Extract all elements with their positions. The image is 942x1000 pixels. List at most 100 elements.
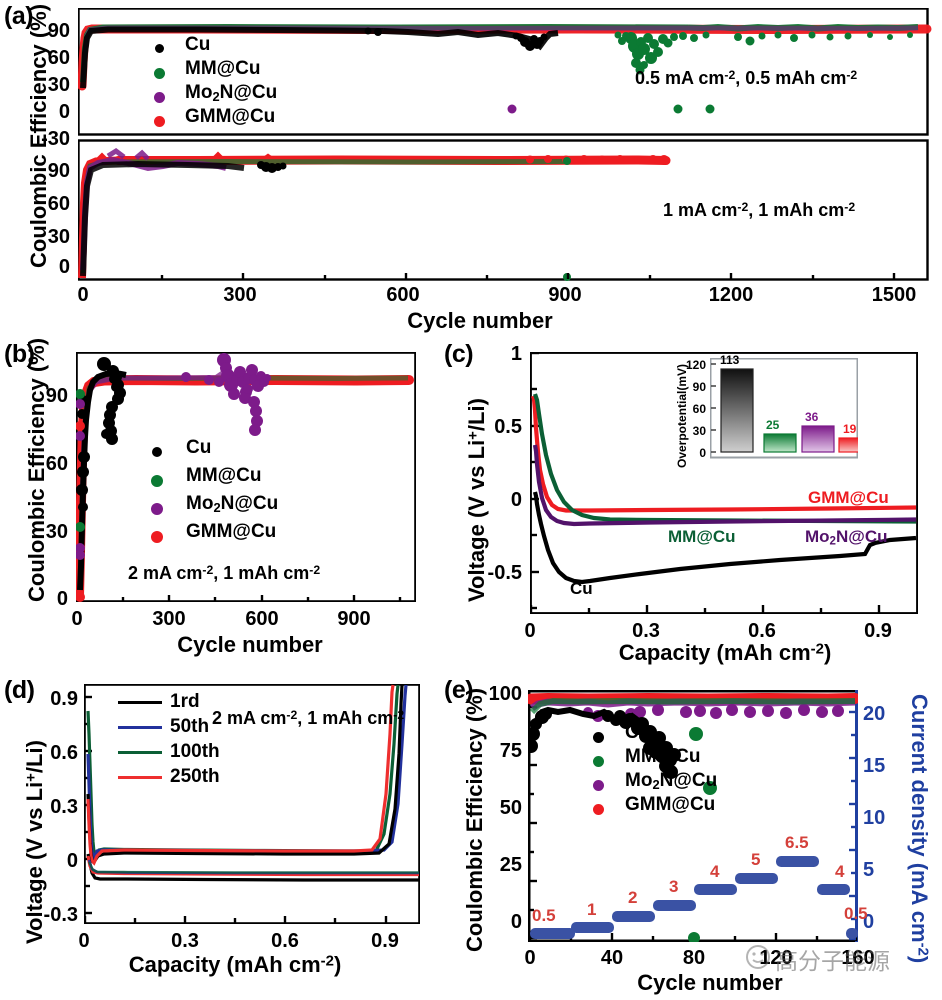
panel-c-curve-label-cu: Cu [570, 579, 593, 598]
panel-d-ytick--0.3: -0.3 [43, 904, 78, 926]
legend-line-1rd [118, 701, 162, 704]
panel-c-xtick-0.6: 0.6 [748, 620, 776, 642]
legend-dot-cu-b [152, 447, 162, 457]
inset-ytick-60: 60 [692, 402, 706, 416]
panel-b-xtick-600: 600 [245, 608, 279, 630]
panel-e-ytick-right-0: 0 [863, 911, 875, 933]
panel-e-ytick-right-15: 15 [863, 755, 886, 777]
panel-e-ytick-100: 100 [488, 683, 522, 705]
panel-a-top-ytick-90: 90 [47, 20, 70, 42]
panel-e-xtick-80: 80 [682, 947, 706, 969]
inset-ytick-90: 90 [692, 380, 706, 394]
legend-line-250th [118, 776, 162, 779]
panel-e-step-label-5: 5 [751, 850, 761, 869]
panel-a-bot-ytick-30: 30 [47, 226, 70, 248]
panel-d-label: (d) [4, 676, 35, 704]
panel-a-xtick-600: 600 [386, 284, 420, 306]
inset-ytick-30: 30 [692, 424, 706, 438]
panel-b-ytick-60: 60 [45, 453, 68, 475]
panel-a-note-bottom: 1 mA cm-2, 1 mAh cm-2 [663, 200, 856, 221]
legend-dot-mmcu-e [593, 756, 604, 767]
legend-label-gmmcu-b: GMM@Cu [186, 521, 277, 542]
panel-e-step-label-3: 3 [669, 877, 679, 896]
panel-e-ytick-right-5: 5 [863, 859, 875, 881]
panel-a-plot [78, 8, 932, 281]
panel-a-xtick-900: 900 [548, 284, 582, 306]
panel-a-xtick-0: 0 [77, 284, 89, 306]
legend-dot-mo2ncu-e [593, 780, 604, 791]
panel-e-step-label-0: 0.5 [532, 906, 556, 925]
panel-e-step-label-4: 4 [710, 862, 720, 881]
legend-label-mo2ncu-b: Mo2N@Cu [186, 493, 279, 515]
legend-label-mmcu: MM@Cu [185, 58, 261, 79]
panel-a-top-ytick-60: 60 [47, 47, 70, 69]
panel-e-ytick-50: 50 [499, 797, 522, 819]
panel-c-curve-label-mmcu: MM@Cu [668, 527, 736, 546]
panel-c-ytick-0.5: 0.5 [494, 416, 522, 438]
panel-b-label: (b) [4, 340, 35, 368]
panel-e-step-label-1: 1 [587, 900, 597, 919]
inset-ytick-120: 120 [685, 358, 706, 372]
legend-label-cu-e: Cu [625, 722, 651, 743]
panel-c: (c) Voltage (V vs Li+/Li) 1 0.5 0 -0.5 [440, 340, 942, 665]
panel-a-bot-ytick-90: 90 [47, 160, 70, 182]
panel-e-ytick-0: 0 [510, 911, 522, 933]
legend-label-cu: Cu [185, 34, 211, 55]
panel-a: (a) Coulombic Efficiency (%) 90 60 30 0 … [0, 0, 942, 333]
legend-label-gmmcu: GMM@Cu [185, 106, 276, 127]
panel-e-ytick-right-10: 10 [863, 807, 886, 829]
panel-c-curve-label-gmmcu: GMM@Cu [808, 488, 889, 507]
panel-e-xtick-160: 160 [841, 947, 875, 969]
legend-dot-mo2ncu [154, 92, 165, 103]
legend-dot-cu-e [593, 732, 604, 743]
panel-c-ytick-1.0: 1 [510, 343, 522, 365]
watermark: 高分子能源 [775, 949, 890, 975]
panel-a-top-ytick-30: 30 [47, 74, 70, 96]
panel-c-xtick-0.0: 0 [524, 620, 536, 642]
legend-label-mo2ncu-e: Mo2N@Cu [625, 770, 718, 792]
panel-a-bot-ytick-60: 60 [47, 193, 70, 215]
legend-line-100th [118, 751, 162, 754]
panel-b: (b) Coulombic Efficiency (%) 90 60 30 0 [0, 338, 440, 660]
panel-a-top-ytick-0: 0 [58, 101, 70, 123]
legend-label-1rd: 1rd [170, 691, 200, 712]
panel-b-xtick-900: 900 [337, 608, 371, 630]
panel-a-xlabel: Cycle number [407, 308, 553, 333]
panel-e-ytick-right-20: 20 [863, 703, 886, 725]
panel-b-plot [76, 352, 416, 602]
panel-e: (e) Coulombic Efficiency (%) Current den… [440, 672, 942, 1000]
panel-e-ytick-75: 75 [499, 740, 522, 762]
panel-a-label: (a) [4, 2, 34, 30]
panel-e-xtick-0: 0 [524, 947, 536, 969]
panel-c-inset: Overpotential(mV) 120 90 60 30 0 [665, 353, 860, 474]
inset-bar-value-3: 19 [843, 422, 857, 436]
panel-b-note: 2 mA cm-2, 1 mAh cm-2 [128, 563, 321, 584]
legend-dot-gmmcu [154, 116, 165, 127]
panel-e-ylabel-right: Current density (mA cm-2) [907, 694, 932, 964]
panel-e-xtick-40: 40 [600, 947, 624, 969]
panel-d-plot [84, 684, 420, 924]
legend-dot-gmmcu-e [593, 804, 604, 815]
panel-a-xtick-1200: 1200 [708, 284, 754, 306]
panel-b-ytick-30: 30 [45, 521, 68, 543]
panel-b-ytick-0: 0 [56, 588, 68, 610]
panel-a-xtick-1500: 1500 [871, 284, 917, 306]
legend-label-mo2ncu: Mo2N@Cu [185, 82, 278, 104]
panel-e-step-label-8: 0.5 [844, 904, 868, 923]
legend-label-mmcu-b: MM@Cu [186, 465, 262, 486]
legend-label-250th: 250th [170, 766, 220, 787]
legend-dot-cu [155, 44, 164, 53]
legend-label-gmmcu-e: GMM@Cu [625, 794, 716, 815]
panel-e-plot [528, 690, 858, 942]
panel-d-ytick-0.6: 0.6 [50, 742, 78, 764]
legend-dot-mmcu-b [151, 475, 163, 487]
watermark-logo-icon [746, 945, 770, 969]
panel-d-xtick-0.9: 0.9 [371, 930, 399, 952]
panel-a-top-ytick--30: -30 [41, 128, 70, 150]
panel-d-xtick-0.3: 0.3 [171, 930, 199, 952]
panel-c-xtick-0.9: 0.9 [864, 620, 892, 642]
panel-d-ytick-0.0: 0 [66, 850, 78, 872]
inset-bar-value-0: 113 [720, 353, 740, 367]
panel-d-xtick-0.6: 0.6 [271, 930, 299, 952]
